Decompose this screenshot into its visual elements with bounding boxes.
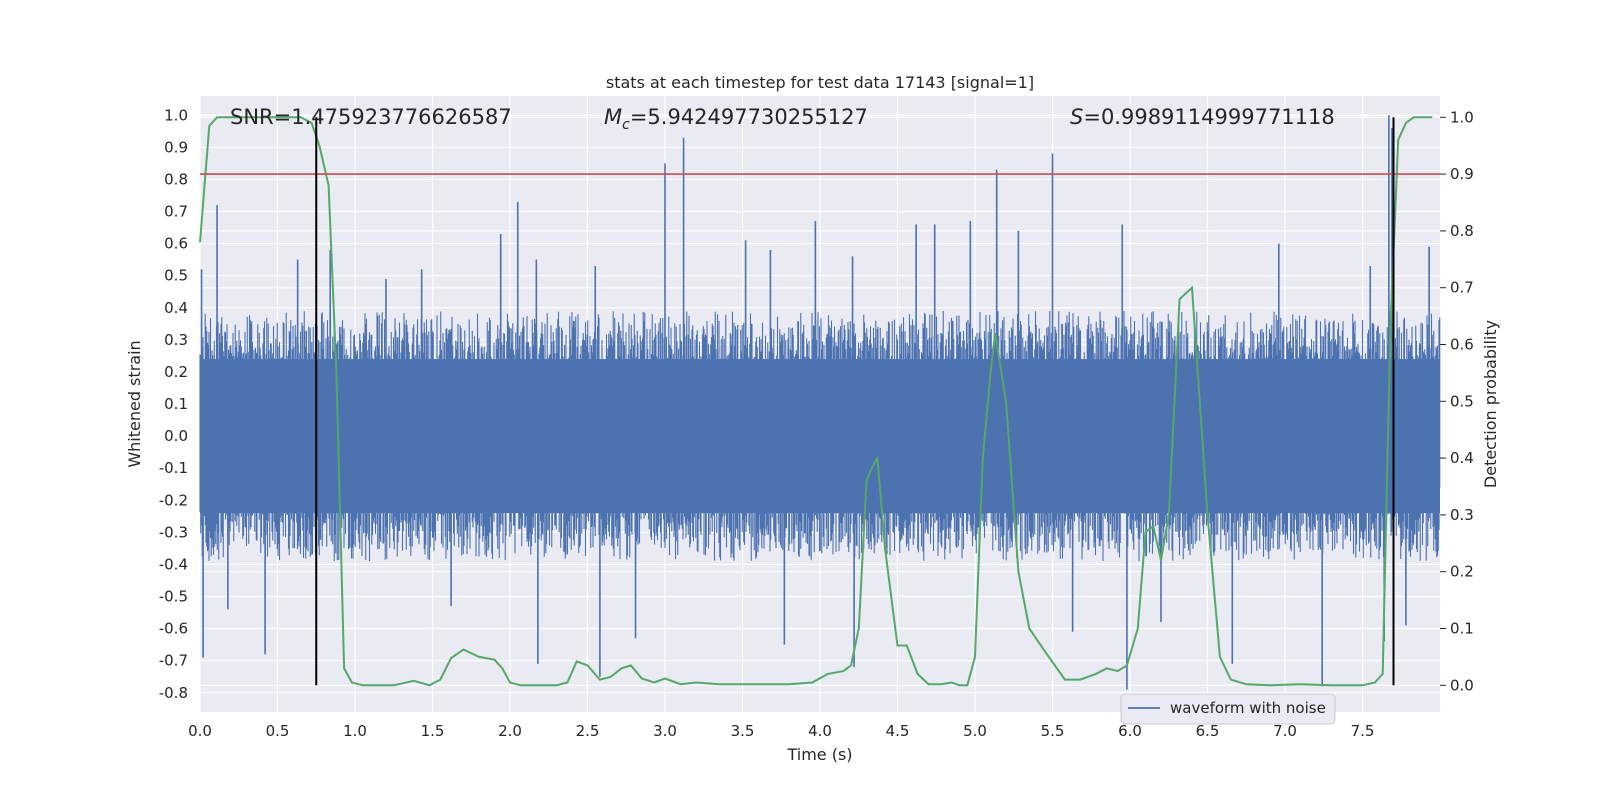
y2-tick-label: 0.0 <box>1450 676 1474 694</box>
y2-tick-label: 0.7 <box>1450 279 1474 297</box>
legend-box <box>1120 693 1336 725</box>
x-tick-label: 1.0 <box>343 722 367 740</box>
x-tick-label: 7.5 <box>1351 722 1375 740</box>
y-tick-label: 0.0 <box>164 427 188 445</box>
y-tick-label: 0.4 <box>164 299 188 317</box>
x-tick-label: 5.5 <box>1041 722 1065 740</box>
chirp-mass-subscript: c <box>622 117 630 133</box>
y-ticks: -0.8 -0.7 -0.6 -0.5 -0.4 -0.3 -0.2 -0.1 0.0 0.1 0.… <box>159 106 188 702</box>
x-tick-label: 2.0 <box>498 722 522 740</box>
y2-tick-label: 0.2 <box>1450 563 1474 581</box>
snr-annotation: SNR=1.475923776626587 <box>230 105 512 129</box>
x-tick-label: 2.5 <box>576 722 600 740</box>
y-tick-label: -0.7 <box>159 652 188 670</box>
y2-tick-label: 0.3 <box>1450 506 1474 524</box>
y2-tick-label: 1.0 <box>1450 108 1474 126</box>
y2-tick-label: 0.6 <box>1450 336 1474 354</box>
y-tick-label: 0.8 <box>164 170 188 188</box>
y2-tick-label: 0.1 <box>1450 620 1474 638</box>
x-ticks: 0.0 0.5 1.0 1.5 2.0 2.5 3.0 3.5 4.0 4.5 5.0 5.5 6.0 6… <box>188 722 1374 740</box>
y2-axis-label: Detection probability <box>1481 320 1500 488</box>
x-tick-label: 4.0 <box>808 722 832 740</box>
legend-label: waveform with noise <box>1170 699 1326 717</box>
waveform-series <box>199 115 1441 690</box>
y-tick-label: -0.2 <box>159 491 188 509</box>
x-tick-label: 0.0 <box>188 722 212 740</box>
probability-series <box>199 116 1433 687</box>
y-tick-label: -0.3 <box>159 523 188 541</box>
overlays <box>200 117 1440 686</box>
y-axis-label: Whitened strain <box>125 340 144 467</box>
y2-tick-label: 0.5 <box>1450 392 1474 410</box>
y2-ticks: 0.0 0.1 0.2 0.3 0.4 0.5 0.6 0.7 0.8 0.9 1.0 <box>1440 108 1474 694</box>
y-tick-label: 0.9 <box>164 138 188 156</box>
chirp-mass-annotation: Mc=5.942497730255127 <box>604 105 868 133</box>
s-value: =0.9989114999771118 <box>1083 105 1334 129</box>
y-tick-label: 0.1 <box>164 395 188 413</box>
chirp-mass-value: =5.942497730255127 <box>630 105 868 129</box>
y2-tick-label: 0.8 <box>1450 222 1474 240</box>
x-axis-label: Time (s) <box>786 745 852 764</box>
chirp-mass-symbol: M <box>604 105 622 129</box>
x-tick-label: 6.0 <box>1118 722 1142 740</box>
s-annotation: S=0.9989114999771118 <box>1070 105 1335 129</box>
x-tick-label: 5.0 <box>963 722 987 740</box>
x-tick-label: 6.5 <box>1196 722 1220 740</box>
y-tick-label: -0.6 <box>159 620 188 638</box>
y-tick-label: 0.2 <box>164 363 188 381</box>
y-tick-label: 0.5 <box>164 267 188 285</box>
y-tick-label: 0.3 <box>164 331 188 349</box>
y-tick-label: -0.1 <box>159 459 188 477</box>
y-tick-label: 0.6 <box>164 235 188 253</box>
s-symbol: S <box>1070 105 1083 129</box>
legend: waveform with noise <box>1120 693 1336 725</box>
x-tick-label: 4.5 <box>886 722 910 740</box>
y-tick-label: -0.5 <box>159 588 188 606</box>
x-tick-label: 1.5 <box>421 722 445 740</box>
chart-title: stats at each timestep for test data 171… <box>606 73 1034 92</box>
y-tick-label: 1.0 <box>164 106 188 124</box>
y2-tick-label: 0.9 <box>1450 165 1474 183</box>
y-tick-label: -0.4 <box>159 555 188 573</box>
waveform-core <box>200 359 1440 514</box>
detection-probability-line <box>199 116 1433 687</box>
x-tick-label: 3.0 <box>653 722 677 740</box>
y-tick-label: -0.8 <box>159 684 188 702</box>
x-tick-label: 0.5 <box>266 722 290 740</box>
x-tick-label: 7.0 <box>1273 722 1297 740</box>
x-tick-label: 3.5 <box>731 722 755 740</box>
y-tick-label: 0.7 <box>164 203 188 221</box>
y2-tick-label: 0.4 <box>1450 449 1474 467</box>
